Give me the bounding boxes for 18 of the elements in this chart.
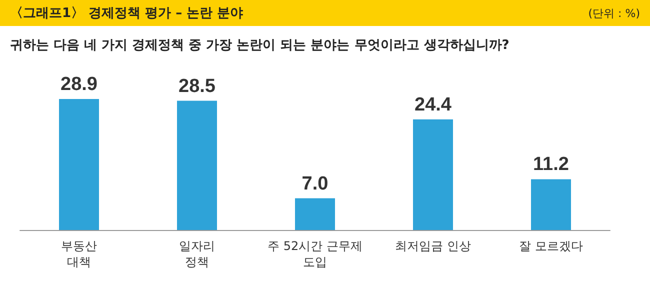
bar [413, 119, 453, 230]
x-tick-label: 최저임금 인상 [395, 239, 471, 253]
data-label: 28.9 [60, 74, 98, 95]
chart-title: 〈그래프1〉 경제정책 평가 – 논란 분야 [10, 5, 244, 22]
data-label: 7.0 [302, 173, 328, 194]
data-label: 11.2 [533, 154, 569, 176]
x-tick-label: 부동산 대책 [61, 239, 97, 269]
bar [295, 198, 335, 230]
data-label: 28.5 [178, 76, 216, 97]
x-tick-label: 주 52시간 근무제 도입 [268, 239, 362, 269]
text: (단위 : %) [588, 6, 640, 20]
bar [531, 179, 571, 230]
bar [177, 100, 217, 230]
bar [59, 98, 99, 230]
data-label: 24.4 [414, 94, 452, 116]
chart-subtitle: 귀하는 다음 네 가지 경제정책 중 가장 논란이 되는 분야는 무엇이라고 생각하십니까? [9, 37, 510, 54]
x-tick-label: 잘 모르겠다 [519, 239, 583, 253]
x-tick-label: 일자리 정책 [179, 239, 215, 269]
